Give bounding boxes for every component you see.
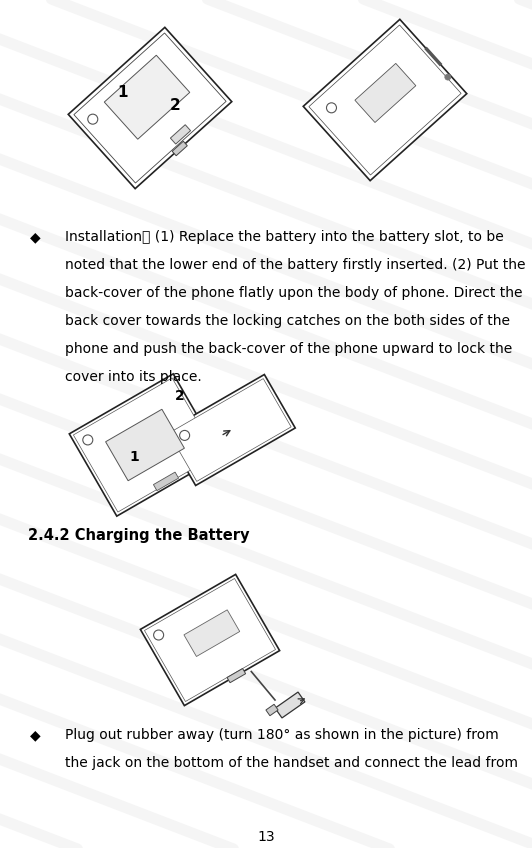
Text: phone and push the back-cover of the phone upward to lock the: phone and push the back-cover of the pho…	[65, 342, 512, 356]
Text: noted that the lower end of the battery firstly inserted. (2) Put the: noted that the lower end of the battery …	[65, 258, 526, 272]
Text: back-cover of the phone flatly upon the body of phone. Direct the: back-cover of the phone flatly upon the …	[65, 286, 522, 300]
Polygon shape	[309, 25, 461, 175]
Polygon shape	[266, 705, 278, 716]
Polygon shape	[74, 33, 226, 183]
Polygon shape	[184, 610, 240, 656]
Text: cover into its place.: cover into its place.	[65, 370, 202, 384]
Polygon shape	[69, 374, 221, 516]
Text: 2: 2	[175, 389, 185, 403]
Text: 2.4.2 Charging the Battery: 2.4.2 Charging the Battery	[28, 528, 250, 543]
Text: 13: 13	[257, 830, 275, 844]
Polygon shape	[140, 574, 280, 706]
Text: 1: 1	[130, 449, 139, 464]
Polygon shape	[68, 27, 232, 188]
Polygon shape	[172, 142, 187, 156]
Text: ◆: ◆	[30, 728, 40, 742]
Text: 1: 1	[117, 85, 128, 100]
Text: Plug out rubber away (turn 180° as shown in the picture) from: Plug out rubber away (turn 180° as shown…	[65, 728, 499, 742]
Text: the jack on the bottom of the handset and connect the lead from: the jack on the bottom of the handset an…	[65, 756, 518, 770]
Polygon shape	[227, 668, 246, 683]
Polygon shape	[165, 375, 295, 486]
Text: back cover towards the locking catches on the both sides of the: back cover towards the locking catches o…	[65, 314, 510, 328]
Polygon shape	[145, 578, 276, 701]
Polygon shape	[153, 472, 179, 491]
Polygon shape	[170, 125, 190, 144]
Polygon shape	[73, 378, 217, 512]
Polygon shape	[355, 64, 416, 122]
Text: Installation： (1) Replace the battery into the battery slot, to be: Installation： (1) Replace the battery in…	[65, 230, 504, 244]
Circle shape	[445, 74, 451, 80]
Polygon shape	[303, 20, 467, 181]
Text: 2: 2	[170, 98, 180, 114]
Polygon shape	[104, 55, 190, 139]
Polygon shape	[169, 378, 291, 482]
Text: ◆: ◆	[30, 230, 40, 244]
Polygon shape	[275, 692, 305, 718]
Polygon shape	[106, 410, 185, 481]
